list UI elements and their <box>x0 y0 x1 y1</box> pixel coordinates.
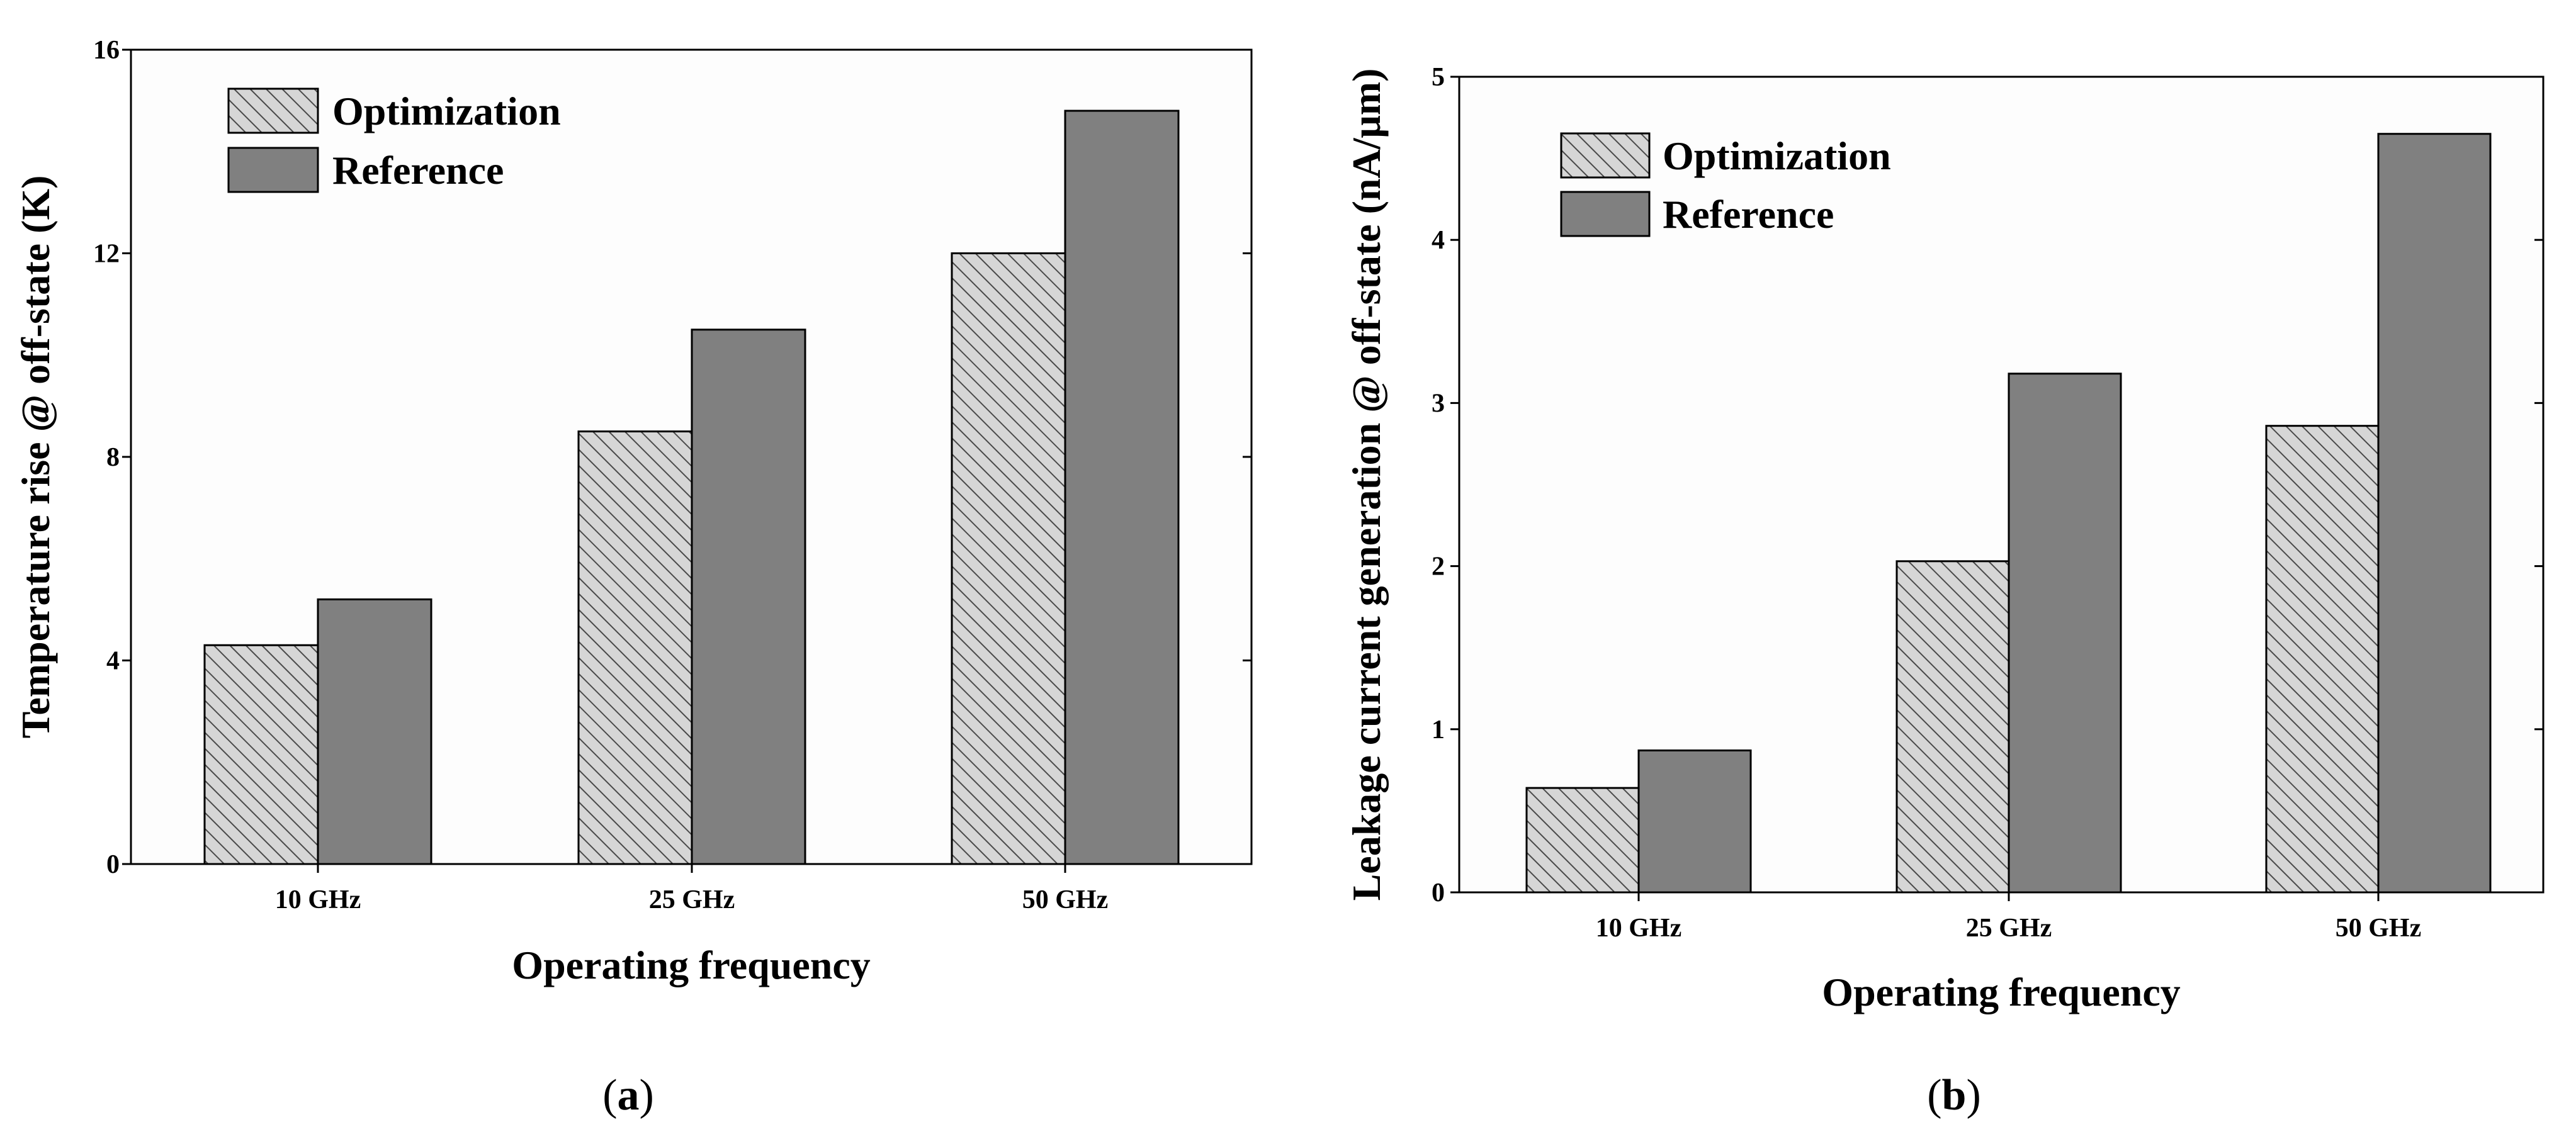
bar-optimization-2 <box>951 252 1066 865</box>
bar-reference-1 <box>691 328 806 865</box>
bar-optimization-2 <box>2265 425 2380 894</box>
panel-label-close-paren: ) <box>1966 1071 1980 1120</box>
legend-swatch-optimization <box>1560 132 1651 179</box>
panel-label-close-paren: ) <box>640 1071 654 1120</box>
bar-reference-0 <box>1637 749 1752 894</box>
y-tick-label: 5 <box>1432 63 1445 92</box>
bar-optimization-1 <box>577 430 693 865</box>
x-axis-title: Operating frequency <box>512 943 870 987</box>
panel-label-open-paren: ( <box>1927 1071 1941 1120</box>
bar-optimization-0 <box>1525 787 1640 894</box>
legend-swatch-optimization <box>227 87 319 134</box>
bar-reference-2 <box>2377 133 2492 894</box>
panel-label: (a) <box>602 1071 654 1120</box>
y-axis-title: Temperature rise @ off-state (K) <box>13 176 58 739</box>
legend-label-optimization: Optimization <box>332 89 561 133</box>
y-tick-label: 2 <box>1432 553 1445 581</box>
panel-label-letter: a <box>618 1071 640 1120</box>
bar-optimization-1 <box>1895 560 2010 894</box>
legend-label-optimization: Optimization <box>1663 133 1891 178</box>
y-tick-label: 16 <box>93 36 120 65</box>
x-axis-title: Operating frequency <box>1822 970 2180 1014</box>
legend-label-reference: Reference <box>332 148 504 193</box>
legend-label-reference: Reference <box>1663 192 1834 237</box>
panel-label-open-paren: ( <box>602 1071 617 1120</box>
y-tick-label: 1 <box>1432 716 1445 744</box>
y-tick-label: 0 <box>1432 879 1445 907</box>
panel-label-letter: b <box>1942 1071 1967 1120</box>
x-category-label: 10 GHz <box>1596 914 1681 943</box>
chart-panel-b: 0 1 2 3 4 5 10 GHz 25 GHz 50 GHz Operating freque… <box>1344 63 2545 1120</box>
y-tick-label: 4 <box>1432 226 1445 255</box>
legend-swatch-reference <box>1560 191 1651 237</box>
x-category-label: 25 GHz <box>1966 914 2052 943</box>
bar-optimization-0 <box>203 644 319 865</box>
y-axis-title: Leakage current generation @ off-state (… <box>1344 69 1389 901</box>
bar-reference-2 <box>1064 109 1180 865</box>
x-category-label: 10 GHz <box>275 885 361 914</box>
y-tick-label: 4 <box>106 647 120 676</box>
y-tick-label: 8 <box>106 443 120 472</box>
legend-swatch-reference <box>227 147 319 193</box>
y-tick-label: 3 <box>1432 389 1445 418</box>
chart-panel-a: 0 4 8 12 16 10 GHz 25 GHz 50 GHz Operating frequ… <box>13 36 1253 1120</box>
bar-reference-1 <box>2008 373 2122 894</box>
x-category-label: 50 GHz <box>1022 885 1108 914</box>
y-tick-label: 0 <box>106 850 120 879</box>
x-category-label: 50 GHz <box>2336 914 2421 943</box>
x-category-label: 25 GHz <box>649 885 735 914</box>
panel-label: (b) <box>1927 1071 1981 1120</box>
bar-reference-0 <box>317 598 432 865</box>
y-tick-label: 12 <box>93 240 120 269</box>
